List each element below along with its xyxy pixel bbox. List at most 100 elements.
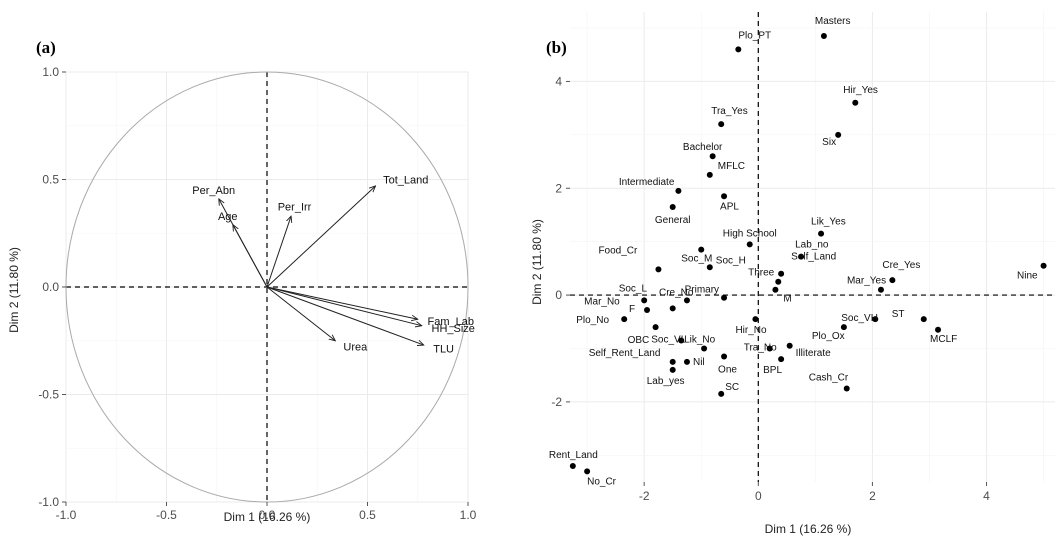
point-no-cr	[584, 468, 591, 475]
point-soc-vl	[678, 337, 685, 344]
point-plo-pt	[735, 46, 742, 53]
point-cash-cr	[843, 385, 850, 392]
panel-b: (b) -2 0 2 4 -2 0 2 4 Masters Plo_PT Hir_Yes Tra_Y…	[530, 12, 1055, 536]
arrow-fam-lab	[266, 286, 418, 319]
y-tick-label: 0.5	[42, 173, 59, 187]
point-f	[644, 307, 651, 314]
y-tick-label: -1.0	[38, 495, 59, 509]
x-tick-label: 0	[755, 489, 762, 503]
point-m	[772, 286, 779, 293]
x-tick-label: -0.5	[156, 508, 177, 522]
point-lab-no	[798, 253, 805, 260]
point-masters	[820, 33, 827, 40]
point-label-lik-yes: Lik_Yes	[811, 217, 846, 228]
arrow-label-tot-land: Tot_Land	[383, 174, 428, 186]
point-plo-no	[621, 316, 628, 323]
point-mar-no	[641, 297, 648, 304]
point-label-obc: OBC	[628, 335, 650, 346]
point-mclf	[935, 326, 942, 333]
point-label-mar-yes: Mar_Yes	[847, 276, 886, 287]
point-food-cr	[655, 266, 662, 273]
panel-a-label: (a)	[36, 38, 56, 57]
point-label-soc-vl: Soc_VL	[651, 334, 686, 345]
point-lik-yes	[818, 230, 825, 237]
point-label-cre-no: Cre_No	[659, 287, 694, 298]
point-label-soc-l: Soc_L	[619, 283, 648, 294]
point-primary	[721, 294, 728, 301]
point-label-lab-yes: Lab_yes	[647, 376, 685, 387]
point-label-lab-no: Lab_no	[795, 240, 829, 251]
y-tick-label: 4	[555, 74, 562, 88]
point-label-soc-m: Soc_M	[681, 254, 712, 265]
point-label-food-cr: Food_Cr	[598, 245, 638, 256]
point-plo-ox	[840, 324, 847, 331]
point-bachelor	[709, 153, 716, 160]
point-st	[920, 316, 927, 323]
arrow-tot-land	[266, 186, 376, 288]
arrow-label-tlu: TLU	[433, 343, 454, 355]
point-cre-no	[683, 297, 690, 304]
x-tick-label: 1.0	[460, 508, 477, 522]
point-label-hir-no: Hir_No	[735, 325, 767, 336]
panel-b-points: MastersPlo_PTHir_YesTra_YesSixBachelorMF…	[549, 16, 1047, 487]
point-label-lik-no: Lik_No	[684, 334, 716, 345]
point-high-school	[746, 241, 753, 248]
arrow-label-per-irr: Per_Irr	[278, 202, 312, 214]
point-hir-no	[752, 316, 759, 323]
point-cre-yes	[889, 277, 896, 284]
point-label-illiterate: Illiterate	[796, 348, 831, 359]
point-illiterate	[786, 342, 793, 349]
point-soc-vh	[872, 316, 879, 323]
point-label-hir-yes: Hir_Yes	[843, 85, 878, 96]
point-label-tra-no: Tra_No	[744, 342, 777, 353]
panel-a-y-axis-title: Dim 2 (11.80 %)	[7, 247, 21, 333]
panel-b-tick-labels: -2 0 2 4 -2 0 2 4	[551, 74, 990, 503]
panel-b-zero-lines	[570, 12, 1055, 482]
y-tick-label: -2	[551, 395, 562, 409]
point-tra-no	[766, 345, 773, 352]
point-bpl	[778, 356, 785, 363]
x-tick-label: 4	[983, 489, 990, 503]
point-lab-yes	[669, 366, 676, 373]
point-nil	[683, 358, 690, 365]
point-sc	[718, 390, 725, 397]
point-soc-l	[669, 305, 676, 312]
panel-a-x-axis-title: Dim 1 (16.26 %)	[224, 510, 311, 524]
point-label-one: One	[718, 364, 737, 375]
point-label-cre-yes: Cre_Yes	[882, 260, 920, 271]
y-tick-label: 0	[555, 288, 562, 302]
x-tick-label: 0.5	[359, 508, 376, 522]
point-mar-yes	[877, 286, 884, 293]
point-label-mflc: MFLC	[718, 161, 745, 172]
point-label-three: Three	[748, 268, 775, 279]
point-rent-land	[569, 462, 576, 469]
point-label-mclf: MCLF	[930, 334, 957, 345]
point-label-plo-no: Plo_No	[576, 315, 609, 326]
panel-b-label: (b)	[546, 38, 567, 57]
point-label-nil: Nil	[693, 357, 705, 368]
point-one	[721, 353, 728, 360]
point-label-bpl: BPL	[763, 365, 782, 376]
point-label-self-rent-land: Self_Rent_Land	[589, 348, 661, 359]
point-self-land	[778, 270, 785, 277]
panel-a-tick-labels: -1.0 -0.5 0.0 0.5 1.0 -1.0 -0.5 0.0 0.5 1.0	[38, 65, 476, 522]
point-tra-yes	[718, 121, 725, 128]
panel-b-x-axis-title: Dim 1 (16.26 %)	[765, 522, 852, 536]
point-intermediate	[675, 187, 682, 194]
arrow-hh-size	[266, 286, 422, 326]
point-label-intermediate: Intermediate	[619, 177, 675, 188]
point-label-mar-no: Mar_No	[584, 296, 620, 307]
point-label-masters: Masters	[815, 16, 851, 27]
arrow-tlu	[266, 286, 424, 345]
arrow-urea	[266, 286, 335, 341]
panel-b-y-axis-title: Dim 2 (11.80 %)	[530, 219, 544, 305]
point-mflc	[706, 171, 713, 178]
point-label-no-cr: No_Cr	[587, 476, 617, 487]
point-label-high-school: High School	[723, 228, 777, 239]
point-label-apl: APL	[720, 201, 739, 212]
point-six	[835, 131, 842, 138]
point-apl	[721, 193, 728, 200]
